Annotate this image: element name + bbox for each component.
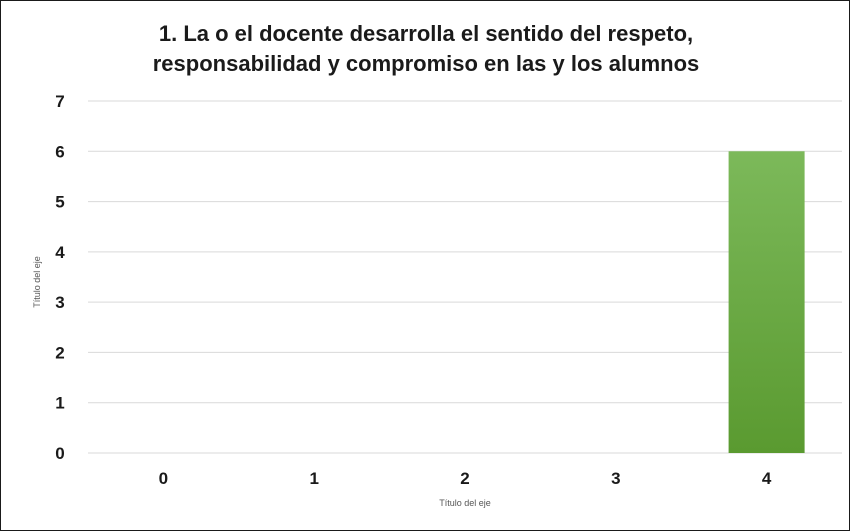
y-tick-labels: 0 1 2 3 4 5 6 7 <box>55 92 65 463</box>
bars <box>728 151 805 454</box>
y-tick-label-3: 3 <box>55 293 64 312</box>
x-tick-labels: 0 1 2 3 4 <box>159 469 772 488</box>
x-tick-label-3: 3 <box>611 469 620 488</box>
x-tick-label-2: 2 <box>460 469 469 488</box>
x-tick-label-1: 1 <box>309 469 318 488</box>
y-tick-label-4: 4 <box>55 243 65 262</box>
y-tick-label-0: 0 <box>55 444 64 463</box>
y-tick-label-1: 1 <box>55 394 64 413</box>
y-axis-title: Título del eje <box>32 256 42 308</box>
bar-4 <box>728 151 805 454</box>
y-tick-label-5: 5 <box>55 193 64 212</box>
gridlines <box>88 100 842 454</box>
chart-title: 1. La o el docente desarrolla el sentido… <box>1 19 850 79</box>
chart-title-line-1: 1. La o el docente desarrolla el sentido… <box>158 21 694 46</box>
chart-title-line-2: responsabilidad y compromiso en las y lo… <box>152 51 700 76</box>
x-tick-label-0: 0 <box>159 469 168 488</box>
x-tick-label-4: 4 <box>762 469 772 488</box>
y-tick-label-7: 7 <box>55 92 64 111</box>
x-axis-title: Título del eje <box>439 498 491 508</box>
y-tick-label-2: 2 <box>55 343 64 362</box>
y-tick-label-6: 6 <box>55 142 64 161</box>
